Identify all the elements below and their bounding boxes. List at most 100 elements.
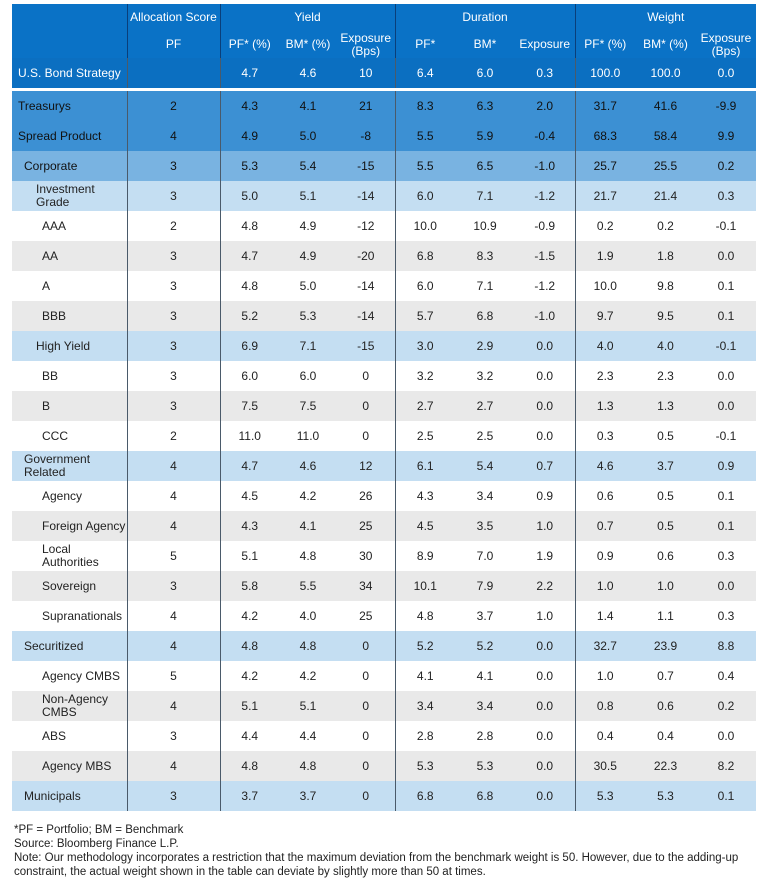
- row-value: 3.4: [455, 481, 516, 511]
- row-value: 2.7: [394, 391, 456, 421]
- row-value: 4.9: [279, 211, 337, 241]
- row-value: 4: [126, 751, 220, 781]
- table-row: AAA 2 4.8 4.9 -12 10.0 10.9 -0.9 0.2 0.2 -0.1: [12, 211, 757, 241]
- row-value: 0.3: [574, 421, 636, 451]
- row-value: 4.7: [219, 241, 279, 271]
- row-value: 4.6: [574, 451, 636, 481]
- row-value: -15: [337, 331, 396, 361]
- row-value: 1.0: [574, 661, 636, 691]
- header-group-row: Allocation Score Yield Duration Weight: [12, 4, 757, 31]
- row-value: 6.0: [394, 181, 456, 211]
- row-value: 5.3: [279, 301, 337, 331]
- table-row: Securitized 4 4.8 4.8 0 5.2 5.2 0.0 32.7 23.9 8.8: [12, 631, 757, 661]
- row-value: 5.9: [455, 121, 516, 151]
- table-row: Sovereign 3 5.8 5.5 34 10.1 7.9 2.2 1.0 1.0 0.0: [12, 571, 757, 601]
- row-label: Corporate: [12, 151, 127, 181]
- row-value: 0.0: [515, 631, 576, 661]
- row-value: 31.7: [574, 89, 636, 121]
- row-value: 8.3: [394, 89, 456, 121]
- row-value: 3: [126, 301, 220, 331]
- table-row: Agency 4 4.5 4.2 26 4.3 3.4 0.9 0.6 0.5 0.1: [12, 481, 757, 511]
- row-value: 5.0: [219, 181, 279, 211]
- row-label: Agency CMBS: [12, 661, 127, 691]
- row-value: 3: [126, 781, 220, 811]
- row-value: 2.3: [635, 361, 697, 391]
- row-value: 5.3: [455, 751, 516, 781]
- row-value: 5.5: [394, 121, 456, 151]
- table-row: Treasurys 2 4.3 4.1 21 8.3 6.3 2.0 31.7 41.6 -9.9: [12, 89, 757, 121]
- row-value: -9.9: [696, 89, 757, 121]
- row-value: 4.5: [394, 511, 456, 541]
- row-value: -8: [337, 121, 396, 151]
- row-value: 4.9: [219, 121, 279, 151]
- row-label: Agency: [12, 481, 127, 511]
- row-value: 0.3: [696, 541, 757, 571]
- row-value: 2: [126, 89, 220, 121]
- row-value: 7.0: [455, 541, 516, 571]
- row-value: -1.0: [515, 301, 576, 331]
- row-value: 2.5: [394, 421, 456, 451]
- row-label: BBB: [12, 301, 127, 331]
- row-label: Government Related: [12, 451, 127, 481]
- row-value: 6.4: [394, 58, 456, 91]
- table-row: ABS 3 4.4 4.4 0 2.8 2.8 0.0 0.4 0.4 0.0: [12, 721, 757, 751]
- row-value: 0.5: [635, 511, 697, 541]
- footnote-abbreviations: *PF = Portfolio; BM = Benchmark: [14, 824, 184, 836]
- row-value: 3: [126, 571, 220, 601]
- row-value: 1.3: [574, 391, 636, 421]
- row-value: 0.0: [515, 721, 576, 751]
- row-value: 3.5: [455, 511, 516, 541]
- row-value: -0.4: [515, 121, 576, 151]
- row-value: 1.0: [515, 511, 576, 541]
- row-value: -1.2: [515, 271, 576, 301]
- row-value: 4: [126, 631, 220, 661]
- row-value: 11.0: [219, 421, 279, 451]
- header-weight: Weight: [574, 4, 757, 31]
- header-yield: Yield: [219, 4, 396, 31]
- row-value: 100.0: [574, 58, 636, 91]
- row-label: Municipals: [12, 781, 127, 811]
- row-value: 4.2: [219, 601, 279, 631]
- row-value: 3: [126, 361, 220, 391]
- header-sub-cell: BM* (%): [635, 31, 697, 58]
- header-sub-row: PF PF* (%) BM* (%) Exposure (Bps) PF* BM* Expo…: [12, 31, 757, 58]
- row-value: 5.1: [219, 691, 279, 721]
- row-label: AAA: [12, 211, 127, 241]
- row-value: 41.6: [635, 89, 697, 121]
- row-value: 8.9: [394, 541, 456, 571]
- row-value: 4: [126, 511, 220, 541]
- table-body: U.S. Bond Strategy 4.7 4.6 10 6.4 6.0 0.3 100.0…: [12, 58, 757, 811]
- row-value: 2: [126, 211, 220, 241]
- row-value: 0.5: [635, 421, 697, 451]
- row-value: 4.2: [279, 481, 337, 511]
- row-value: 0.0: [515, 661, 576, 691]
- allocation-table-container: Allocation Score Yield Duration Weight P…: [12, 4, 757, 811]
- row-value: 0.2: [574, 211, 636, 241]
- table-row: Investment Grade 3 5.0 5.1 -14 6.0 7.1 -1.2 21.7…: [12, 181, 757, 211]
- row-value: 5.3: [219, 151, 279, 181]
- row-value: 1.9: [574, 241, 636, 271]
- table-row: A 3 4.8 5.0 -14 6.0 7.1 -1.2 10.0 9.8 0.1: [12, 271, 757, 301]
- row-value: 4.1: [279, 89, 337, 121]
- row-value: 4.7: [219, 58, 279, 91]
- row-value: 2.2: [515, 571, 576, 601]
- row-value: 3.7: [635, 451, 697, 481]
- row-value: 25.7: [574, 151, 636, 181]
- row-label: Supranationals: [12, 601, 127, 631]
- row-value: -0.1: [696, 211, 757, 241]
- row-value: 5: [126, 661, 220, 691]
- row-value: 4.6: [279, 451, 337, 481]
- row-value: 0.1: [696, 781, 757, 811]
- row-value: 0.0: [515, 421, 576, 451]
- row-value: 30: [337, 541, 396, 571]
- header-allocation-score: Allocation Score: [126, 4, 220, 31]
- row-value: 25: [337, 511, 396, 541]
- row-value: 2.8: [455, 721, 516, 751]
- row-value: 0.7: [515, 451, 576, 481]
- row-value: 0.0: [696, 571, 757, 601]
- row-value: 9.5: [635, 301, 697, 331]
- table-row: BBB 3 5.2 5.3 -14 5.7 6.8 -1.0 9.7 9.5 0.1: [12, 301, 757, 331]
- row-value: 0.6: [635, 541, 697, 571]
- row-label: BB: [12, 361, 127, 391]
- row-value: 3: [126, 271, 220, 301]
